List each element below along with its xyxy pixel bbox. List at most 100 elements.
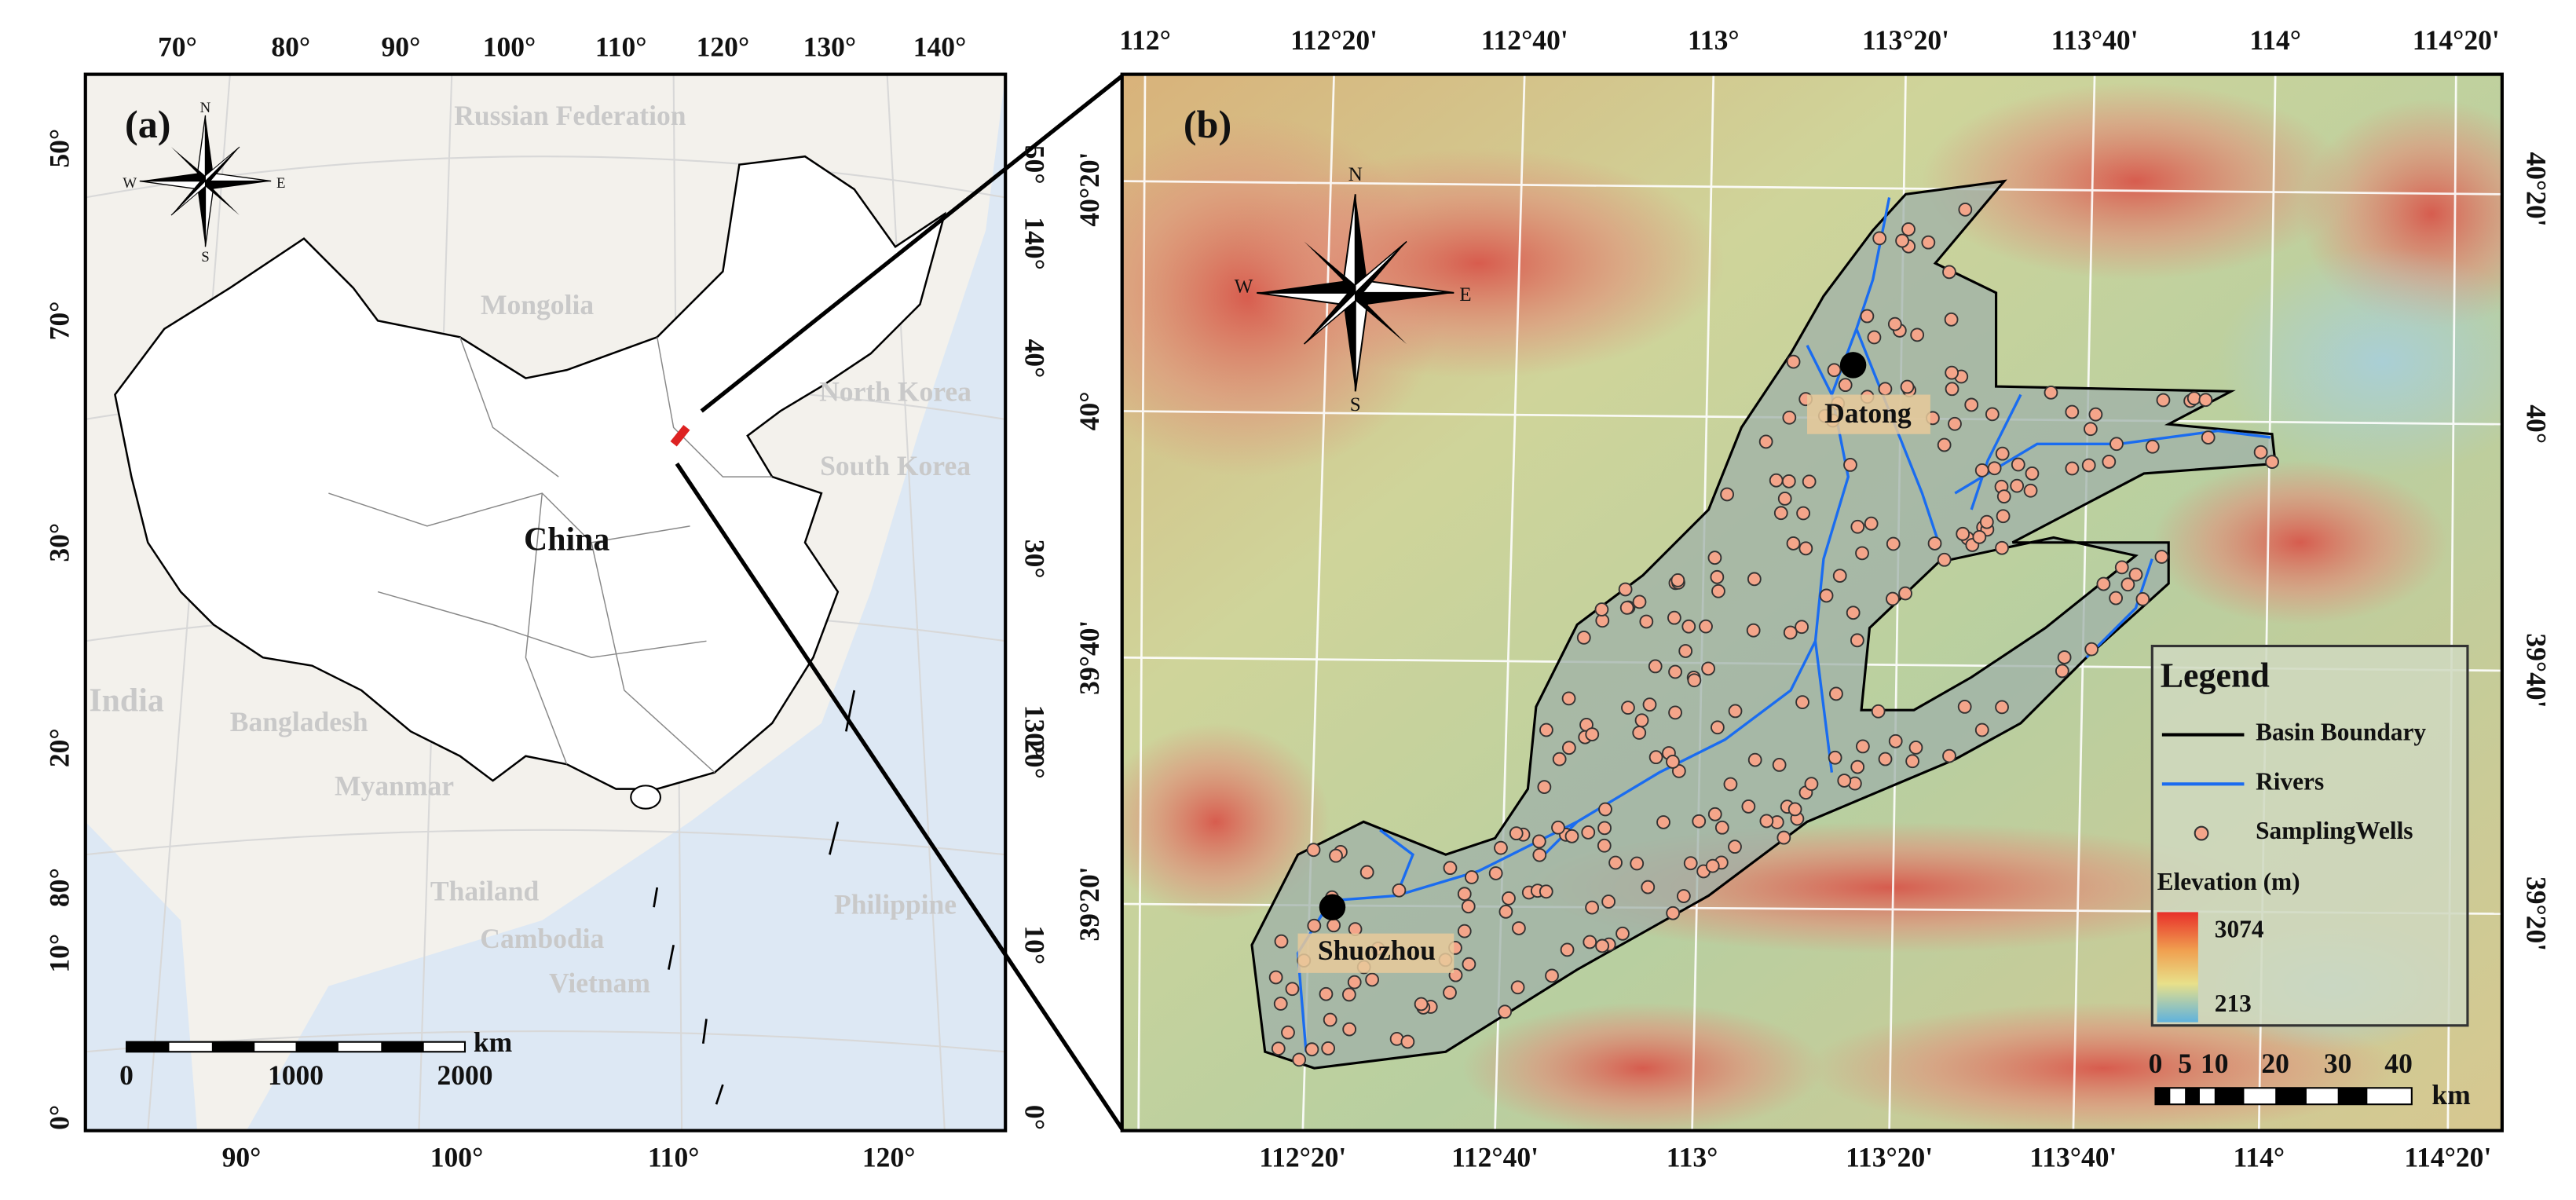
sampling-well — [1898, 586, 1912, 601]
country-label: Vietnam — [549, 968, 650, 999]
sampling-well — [2102, 455, 2117, 469]
sampling-well — [1537, 780, 1552, 794]
sampling-well — [1887, 316, 1902, 331]
compass-e: E — [1459, 284, 1471, 305]
compass-n: N — [200, 100, 211, 116]
sampling-well — [1995, 446, 2010, 461]
scale-unit: km — [474, 1026, 512, 1058]
tick-label: 50° — [44, 129, 75, 168]
sampling-well — [1443, 861, 1458, 876]
sampling-well — [1711, 720, 1725, 735]
sampling-well — [1786, 536, 1801, 551]
legend-item: Rivers — [2256, 767, 2324, 795]
sampling-well — [1598, 802, 1612, 817]
sampling-well — [1888, 734, 1903, 748]
sampling-well — [1365, 972, 1379, 987]
scale-label: 1000 — [268, 1059, 324, 1091]
sampling-well — [1878, 752, 1893, 766]
sampling-well — [1326, 918, 1341, 933]
country-label: South Korea — [820, 450, 971, 481]
sampling-well — [2265, 455, 2279, 469]
sampling-well — [1668, 664, 1682, 679]
legend-title: Legend — [2161, 656, 2270, 694]
country-label: Philippine — [834, 888, 957, 920]
legend-elevation-max: 3074 — [2215, 916, 2264, 943]
compass-e: E — [276, 175, 286, 192]
tick-label: 39°20' — [2520, 876, 2552, 951]
tick-label: 0° — [44, 1105, 75, 1130]
sampling-well — [1630, 856, 1645, 871]
sampling-well — [1329, 848, 1343, 863]
sampling-well — [1601, 895, 1616, 909]
sampling-well — [1699, 619, 1713, 634]
sampling-well — [1777, 492, 1792, 506]
legend-elevation-title: Elevation (m) — [2157, 868, 2300, 895]
tick-label: 39°40' — [1074, 620, 1105, 695]
sampling-well — [2084, 642, 2099, 657]
sampling-well — [1392, 883, 1407, 898]
scale-b — [2154, 1087, 2413, 1106]
sampling-well — [1987, 461, 2002, 476]
sampling-well — [1795, 695, 1809, 710]
tick-label: 114° — [2233, 1141, 2285, 1173]
country-label: India — [89, 682, 163, 719]
sampling-well — [1957, 700, 1972, 714]
tick-label: 40° — [2520, 404, 2552, 444]
sampling-well — [1747, 752, 1762, 767]
sampling-well — [1908, 741, 1923, 755]
tick-label: 130° — [803, 31, 857, 62]
compass-n: N — [1348, 164, 1363, 185]
sampling-well — [1545, 968, 1559, 983]
sampling-well — [1972, 529, 1987, 544]
sampling-well — [1319, 986, 1334, 1001]
tick-label: 112°20' — [1290, 24, 1378, 56]
sampling-well — [2011, 457, 2025, 472]
panel-b-frame — [1120, 72, 2504, 1132]
city-label: Datong — [1824, 397, 1912, 429]
sampling-well — [1561, 741, 1576, 755]
sampling-well — [1494, 840, 1508, 855]
sampling-well — [1464, 870, 1479, 884]
tick-label: 113° — [1667, 1141, 1718, 1173]
legend-elevation-min: 213 — [2215, 990, 2252, 1017]
sampling-well — [2120, 577, 2135, 592]
tick-label: 80° — [271, 31, 310, 62]
sampling-well — [1323, 1012, 1337, 1027]
sampling-well — [1268, 970, 1283, 985]
sampling-well — [1509, 826, 1524, 841]
sampling-well — [1974, 463, 1989, 477]
sampling-well — [1798, 541, 1813, 556]
sampling-well — [1560, 942, 1575, 957]
sampling-well — [1838, 378, 1853, 393]
sampling-well — [1782, 410, 1797, 425]
sampling-well — [1342, 1022, 1357, 1037]
tick-label: 0° — [1019, 1105, 1051, 1130]
sampling-well — [1741, 799, 1756, 814]
sampling-well — [1681, 619, 1696, 634]
sampling-well — [1921, 235, 1936, 250]
tick-label: 40° — [1074, 392, 1105, 431]
sampling-well — [1827, 363, 1842, 378]
tick-label: 114° — [2249, 24, 2301, 56]
scale-label: 5 — [2178, 1048, 2192, 1079]
sampling-well — [1747, 572, 1762, 587]
sampling-well — [1597, 821, 1612, 836]
tick-label: 90° — [382, 31, 421, 62]
sampling-well — [1307, 918, 1322, 933]
sampling-well — [1304, 1042, 1319, 1057]
sampling-well — [2084, 422, 2098, 437]
sampling-well — [1498, 1004, 1513, 1019]
tick-label: 110° — [595, 31, 647, 62]
sampling-well — [1618, 582, 1633, 597]
sampling-well — [2055, 664, 2069, 679]
sampling-well — [1512, 921, 1526, 935]
sampling-well — [1552, 752, 1567, 766]
sampling-well — [2128, 567, 2143, 582]
tick-label: 110° — [648, 1141, 700, 1173]
tick-label: 20° — [44, 728, 75, 767]
sampling-well — [2253, 445, 2268, 459]
sampling-well — [1581, 825, 1596, 840]
sampling-well — [1271, 1041, 1286, 1056]
sampling-well — [1498, 904, 1513, 919]
